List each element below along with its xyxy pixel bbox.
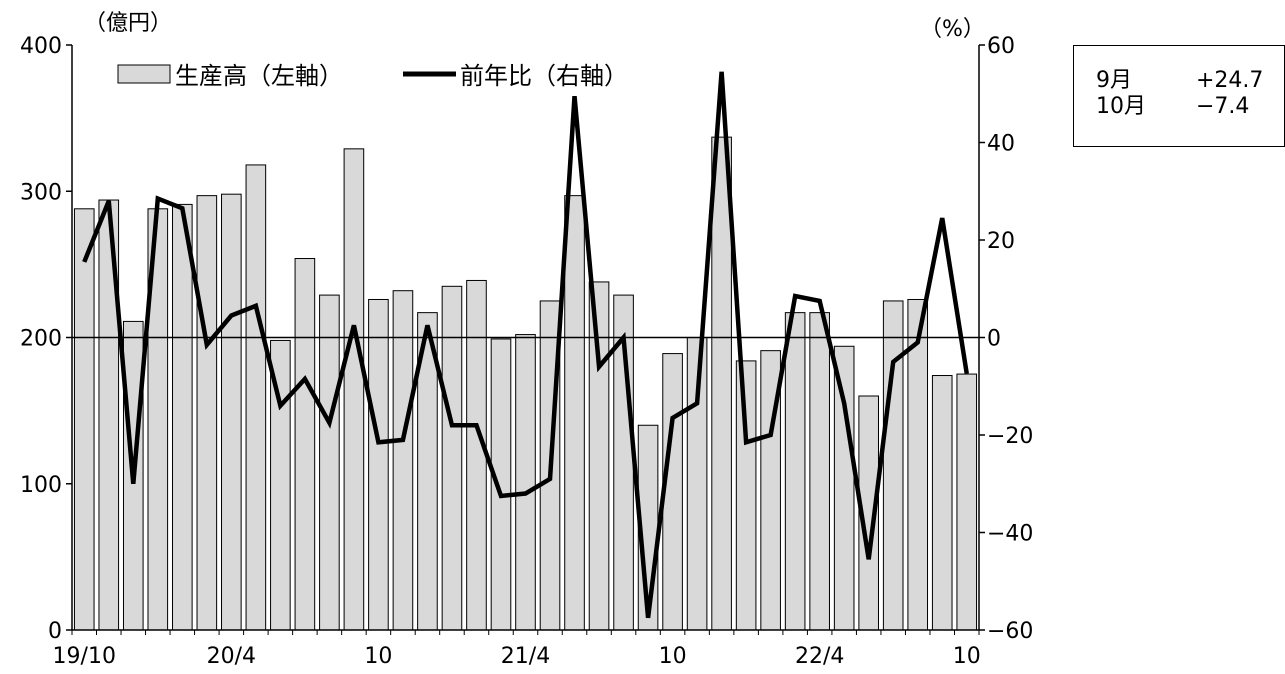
bar [294,258,316,631]
note-value: +24.7 [1196,68,1264,93]
right-tick-label: 60 [987,34,1015,59]
right-axis-unit: （%） [920,17,985,42]
bar [221,193,242,631]
bar [711,136,732,631]
line-series [82,71,969,619]
bar [245,164,267,631]
bar [515,334,536,631]
bar [319,294,340,631]
bar [368,298,389,631]
bar [73,208,95,631]
note-month: 9月 [1096,68,1132,93]
legend-line-label: 前年比（右軸） [460,62,628,90]
x-tick-label: 21/4 [501,644,550,669]
note-box: 9月 +24.7 10月 −7.4 [1073,45,1285,147]
left-tick-label: 300 [20,180,62,205]
bar [956,373,978,631]
bar [784,312,806,631]
x-tick-label: 10 [659,644,687,669]
note-row: 10月 −7.4 [1074,94,1284,120]
bar [172,203,193,631]
right-tick-label: −60 [987,619,1033,644]
right-tick-label: −20 [987,424,1033,449]
bar [809,312,830,631]
right-tick-label: 40 [987,132,1015,157]
note-month: 10月 [1096,94,1146,119]
x-tick-label: 10 [953,644,981,669]
bar [735,360,757,631]
legend-bar-label: 生産高（左軸） [175,62,343,90]
x-tick-label: 19/10 [53,644,116,669]
bar [196,195,218,631]
left-tick-label: 200 [20,327,62,352]
bar-series [73,136,978,631]
legend-bar-swatch [117,64,171,84]
x-tick-label: 10 [364,644,392,669]
bar [466,279,487,631]
bar [343,148,365,631]
note-value: −7.4 [1196,94,1250,119]
right-tick-label: 20 [987,229,1015,254]
note-row: 9月 +24.7 [1074,68,1284,94]
left-tick-label: 0 [48,619,62,644]
legend: 生産高（左軸） 前年比（右軸） [117,62,628,90]
right-tick-label: 0 [987,327,1001,352]
bar [490,338,512,631]
axes: 0 100 200 300 400 −60 −40 −20 0 20 40 60 19/10 20/4 10… [20,34,1033,669]
bar [931,375,953,631]
bar [564,195,585,631]
bar [588,281,610,631]
bar [392,290,414,631]
x-tick-label: 20/4 [207,644,256,669]
right-tick-label: −40 [987,522,1033,547]
left-tick-label: 400 [20,34,62,59]
left-tick-label: 100 [20,473,62,498]
x-tick-label: 22/4 [795,644,844,669]
bar [833,345,855,631]
bar [882,300,904,631]
left-axis-unit: （億円） [84,11,172,36]
